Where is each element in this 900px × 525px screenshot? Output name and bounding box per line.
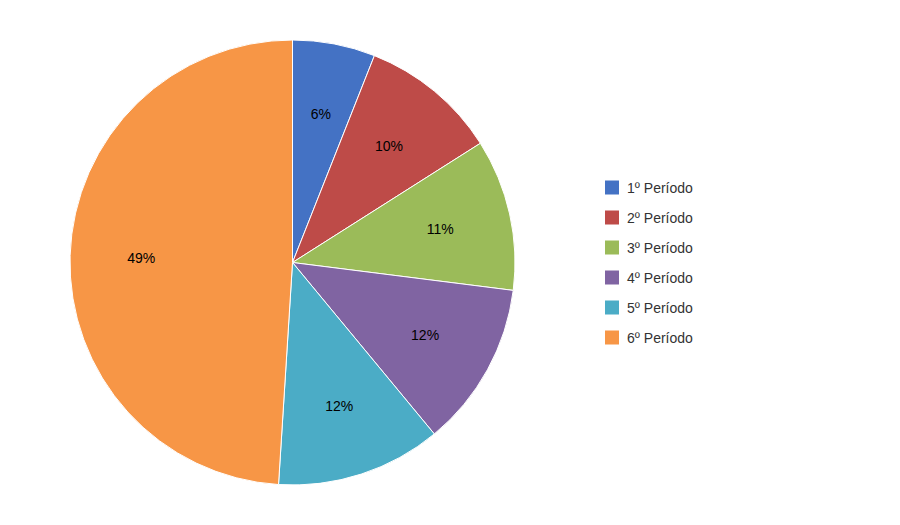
legend-swatch [605,181,619,195]
pie: 6% 10% 11% 12% 12% 49% [70,40,515,485]
legend-label: 3º Período [627,240,693,256]
data-labels: 6% 10% 11% 12% 12% 49% [127,106,453,415]
data-label: 12% [325,398,353,414]
legend-label: 5º Período [627,300,693,316]
legend-swatch [605,241,619,255]
data-label: 6% [311,106,331,122]
pie-slice [279,263,435,486]
legend-swatch [605,301,619,315]
legend-swatch [605,331,619,345]
pie-slice [70,40,293,485]
slices [70,40,515,485]
legend-item: 1º Período [605,180,693,196]
legend-swatch [605,211,619,225]
legend-item: 5º Período [605,300,693,316]
data-label: 49% [127,250,155,266]
data-label: 11% [427,221,454,237]
legend-label: 4º Período [627,270,693,286]
chart: 6% 10% 11% 12% 12% 49% 1º Período 2º Período 3º … [0,0,900,525]
legend-item: 3º Período [605,240,693,256]
legend-item: 2º Período [605,210,693,226]
legend: 1º Período 2º Período 3º Período 4º Período… [605,180,693,346]
legend-label: 6º Período [627,330,693,346]
legend-item: 4º Período [605,270,693,286]
legend-item: 6º Período [605,330,693,346]
legend-label: 2º Período [627,210,693,226]
legend-swatch [605,271,619,285]
data-label: 10% [375,138,403,154]
legend-label: 1º Período [627,180,693,196]
data-label: 12% [411,327,439,343]
